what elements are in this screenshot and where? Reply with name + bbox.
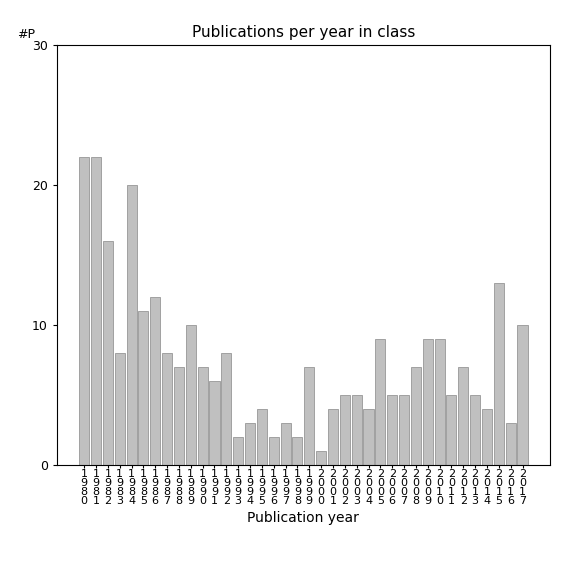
Bar bbox=[126, 185, 137, 465]
Bar bbox=[352, 395, 362, 465]
Bar bbox=[245, 423, 255, 465]
Bar bbox=[198, 367, 208, 465]
Bar bbox=[174, 367, 184, 465]
Text: #P: #P bbox=[17, 28, 35, 41]
Bar bbox=[138, 311, 149, 465]
Bar bbox=[304, 367, 314, 465]
Bar bbox=[269, 437, 279, 465]
Bar bbox=[316, 451, 326, 465]
Bar bbox=[518, 325, 527, 465]
Bar bbox=[233, 437, 243, 465]
Bar bbox=[150, 297, 160, 465]
Bar bbox=[209, 381, 219, 465]
Bar bbox=[423, 339, 433, 465]
Bar bbox=[458, 367, 468, 465]
Bar bbox=[399, 395, 409, 465]
Bar bbox=[293, 437, 302, 465]
Bar bbox=[103, 241, 113, 465]
Bar bbox=[281, 423, 291, 465]
Bar bbox=[162, 353, 172, 465]
Bar bbox=[434, 339, 445, 465]
Bar bbox=[482, 409, 492, 465]
Bar bbox=[221, 353, 231, 465]
Bar bbox=[340, 395, 350, 465]
Title: Publications per year in class: Publications per year in class bbox=[192, 25, 415, 40]
Bar bbox=[257, 409, 267, 465]
Bar bbox=[470, 395, 480, 465]
Bar bbox=[411, 367, 421, 465]
Bar bbox=[363, 409, 374, 465]
Bar bbox=[387, 395, 397, 465]
Bar bbox=[375, 339, 386, 465]
X-axis label: Publication year: Publication year bbox=[247, 511, 359, 525]
Bar bbox=[446, 395, 456, 465]
Bar bbox=[506, 423, 516, 465]
Bar bbox=[186, 325, 196, 465]
Bar bbox=[494, 283, 504, 465]
Bar bbox=[79, 157, 89, 465]
Bar bbox=[91, 157, 101, 465]
Bar bbox=[115, 353, 125, 465]
Bar bbox=[328, 409, 338, 465]
